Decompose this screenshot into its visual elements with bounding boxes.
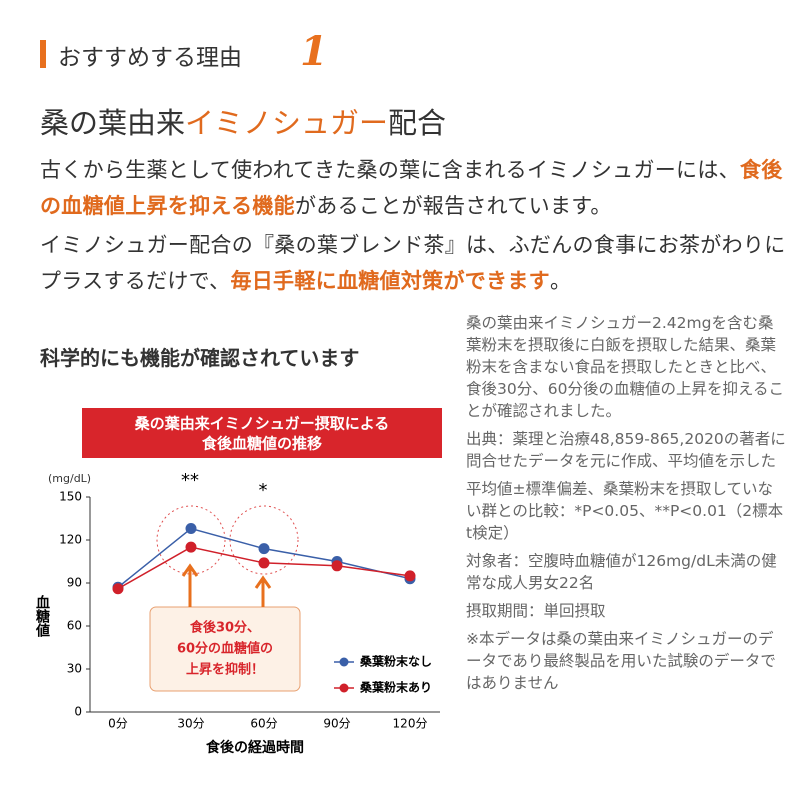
chart-title: 食後血糖値の推移 xyxy=(202,435,322,453)
callout-arrow xyxy=(181,563,272,607)
paragraph: 古くから生薬として使われてきた桑の葉に含まれるイミノシュガーには、食後の血糖値上… xyxy=(40,152,790,224)
chart-banner xyxy=(82,408,442,458)
y-tick-label: 120 xyxy=(59,533,82,547)
legend-label: 桑葉粉末なし xyxy=(360,654,432,669)
title-highlight: イミノシュガー xyxy=(185,106,389,140)
y-tick-label: 90 xyxy=(67,576,82,590)
highlight-circle xyxy=(156,505,226,575)
chart-title: 桑の葉由来イミノシュガー摂取による xyxy=(135,415,390,433)
note: 桑の葉由来イミノシュガー2.42mgを含む桑葉粉末を摂取後に白飯を摂取した結果、… xyxy=(466,314,784,420)
paragraph: イミノシュガー配合の『桑の葉ブレンド茶』は、ふだんの食事にお茶がわりにプラスする… xyxy=(40,227,790,299)
data-point xyxy=(112,583,124,595)
text: イミノシュガー配合の『桑の葉ブレンド茶』は、ふだんの食事にお茶がわりにプラスする… xyxy=(40,233,786,293)
highlight: 食後の血糖値上昇を抑える機能 xyxy=(40,158,783,218)
subheading: 科学的にも機能が確認されています xyxy=(40,346,360,370)
x-tick-label: 60分 xyxy=(250,717,277,731)
data-point xyxy=(258,557,270,569)
significance: ** xyxy=(181,470,199,491)
significance: * xyxy=(259,480,268,501)
legend-label: 桑葉粉末あり xyxy=(360,680,432,695)
legend-marker xyxy=(339,657,349,667)
text: 古くから生薬として使われてきた桑の葉に含まれるイミノシュガーには、 xyxy=(40,158,740,182)
note: ※本データは桑の葉由来イミノシュガーのデータであり最終製品を用いた試験のデータで… xyxy=(466,630,776,692)
x-tick-label: 120分 xyxy=(393,717,428,731)
header-title: おすすめする理由 xyxy=(58,45,242,71)
main-title: 桑の葉由来イミノシュガー配合 xyxy=(40,100,446,142)
callout-text: 上昇を抑制！ xyxy=(186,662,264,678)
note: 出典：薬理と治療48,859-865,2020の著者に問合せたデータを元に作成、… xyxy=(466,430,786,470)
x-tick-label: 90分 xyxy=(323,717,350,731)
x-tick-label: 0分 xyxy=(108,717,128,731)
data-point xyxy=(185,523,197,535)
data-point xyxy=(331,560,343,572)
x-axis-label: 食後の経過時間 xyxy=(206,739,304,756)
title-text: 桑の葉由来 xyxy=(40,106,186,140)
y-tick-label: 60 xyxy=(67,619,82,633)
callout-text: 食後30分、 xyxy=(190,620,260,636)
note: 平均値±標準偏差、桑葉粉末を摂取していない群との比較：*P<0.05、**P<0… xyxy=(466,480,784,542)
legend-marker xyxy=(339,683,349,693)
y-tick-label: 0 xyxy=(74,705,82,719)
callout-box xyxy=(149,606,301,692)
data-point xyxy=(185,541,197,553)
notes: 桑の葉由来イミノシュガー2.42mgを含む桑葉粉末を摂取後に白飯を摂取した結果、… xyxy=(466,312,788,700)
text: があることが報告されています。 xyxy=(294,194,612,218)
data-point xyxy=(258,543,270,555)
y-axis-label: 血糖値 xyxy=(34,594,51,638)
chart: 桑の葉由来イミノシュガー摂取による 食後血糖値の推移 (mg/dL) 食後の経過… xyxy=(34,408,442,756)
y-unit: (mg/dL) xyxy=(48,472,91,485)
note: 対象者：空腹時血糖値が126mg/dL未満の健常な成人男女22名 xyxy=(466,552,777,592)
y-tick-label: 30 xyxy=(67,662,82,676)
x-tick-label: 30分 xyxy=(177,717,204,731)
data-point xyxy=(404,570,416,582)
text: 。 xyxy=(549,269,572,293)
title-text: 配合 xyxy=(388,106,447,140)
header-bar xyxy=(40,40,46,68)
highlight: 毎日手軽に血糖値対策ができます xyxy=(230,269,550,293)
callout-text: 60分の血糖値の xyxy=(177,641,273,657)
header-number: 1 xyxy=(300,28,328,75)
note: 摂取期間：単回摂取 xyxy=(466,602,606,620)
y-tick-label: 150 xyxy=(59,490,82,504)
